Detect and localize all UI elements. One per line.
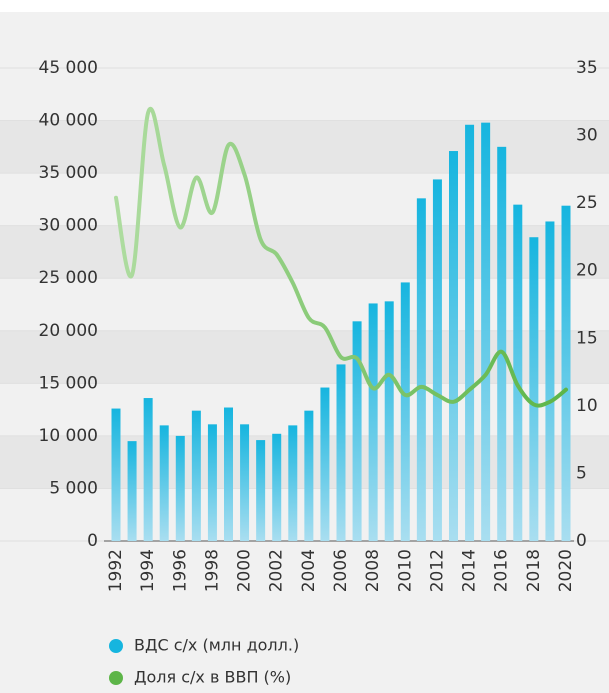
bar bbox=[159, 425, 169, 541]
bar bbox=[288, 425, 298, 541]
x-tick-label: 2010 bbox=[395, 549, 415, 592]
bar bbox=[352, 321, 362, 541]
y-tick-label: 40 000 bbox=[39, 111, 98, 131]
bar bbox=[224, 407, 233, 541]
bar bbox=[465, 124, 475, 541]
y2-tick-label: 25 bbox=[576, 193, 598, 213]
y-tick-label: 30 000 bbox=[39, 216, 98, 236]
x-tick-label: 2008 bbox=[363, 549, 383, 592]
y-tick-label: 15 000 bbox=[39, 373, 98, 393]
bar bbox=[384, 301, 394, 541]
y2-tick-label: 35 bbox=[576, 58, 598, 78]
x-tick-label: 2020 bbox=[556, 549, 576, 592]
y-tick-label: 0 bbox=[87, 531, 98, 551]
legend-label: ВДС с/х (млн долл.) bbox=[134, 636, 299, 655]
bar bbox=[304, 410, 314, 541]
x-tick-label: 2006 bbox=[331, 549, 351, 592]
bar bbox=[432, 179, 442, 541]
y2-tick-label: 5 bbox=[576, 463, 587, 483]
y2-tick-label: 20 bbox=[576, 261, 598, 281]
x-tick-label: 1994 bbox=[138, 549, 158, 592]
bar bbox=[561, 205, 571, 541]
bar bbox=[529, 237, 539, 541]
x-tick-label: 1996 bbox=[170, 549, 190, 592]
bar bbox=[336, 364, 346, 541]
bar bbox=[368, 303, 378, 541]
bar bbox=[513, 204, 523, 541]
bar bbox=[256, 440, 266, 541]
legend-marker bbox=[109, 639, 123, 653]
y2-tick-label: 0 bbox=[576, 531, 587, 551]
legend-label: Доля с/х в ВВП (%) bbox=[134, 668, 291, 687]
y2-tick-label: 15 bbox=[576, 328, 598, 348]
bar bbox=[320, 387, 330, 541]
x-tick-label: 1992 bbox=[106, 549, 126, 592]
y-tick-label: 35 000 bbox=[39, 163, 98, 183]
y-tick-label: 20 000 bbox=[39, 321, 98, 341]
x-tick-label: 2014 bbox=[460, 549, 480, 592]
band bbox=[0, 120, 609, 174]
y-tick-label: 45 000 bbox=[39, 58, 98, 78]
bar bbox=[191, 410, 201, 541]
x-tick-label: 1998 bbox=[202, 549, 222, 592]
x-tick-label: 2004 bbox=[299, 549, 319, 592]
band bbox=[0, 225, 609, 279]
x-tick-label: 2002 bbox=[267, 549, 287, 592]
bar bbox=[240, 424, 250, 541]
bar bbox=[272, 433, 282, 541]
x-tick-label: 2016 bbox=[492, 549, 512, 592]
bar bbox=[416, 198, 426, 542]
x-tick-label: 2000 bbox=[235, 549, 255, 592]
bar bbox=[545, 221, 555, 541]
bar bbox=[449, 151, 458, 541]
x-tick-label: 2018 bbox=[524, 549, 544, 592]
x-tick-label: 2012 bbox=[427, 549, 447, 592]
legend-marker bbox=[109, 671, 123, 685]
bar bbox=[175, 435, 185, 541]
bar bbox=[143, 398, 153, 541]
y-tick-label: 5 000 bbox=[49, 478, 98, 498]
y-tick-label: 25 000 bbox=[39, 268, 98, 288]
bar bbox=[400, 282, 410, 541]
line bbox=[114, 107, 568, 408]
bar bbox=[497, 146, 507, 542]
y2-tick-label: 10 bbox=[576, 396, 598, 416]
bar bbox=[481, 122, 491, 541]
bar bbox=[111, 408, 121, 541]
bar bbox=[127, 441, 137, 541]
y2-tick-label: 30 bbox=[576, 126, 598, 146]
y-tick-label: 10 000 bbox=[39, 426, 98, 446]
bar bbox=[207, 424, 217, 541]
